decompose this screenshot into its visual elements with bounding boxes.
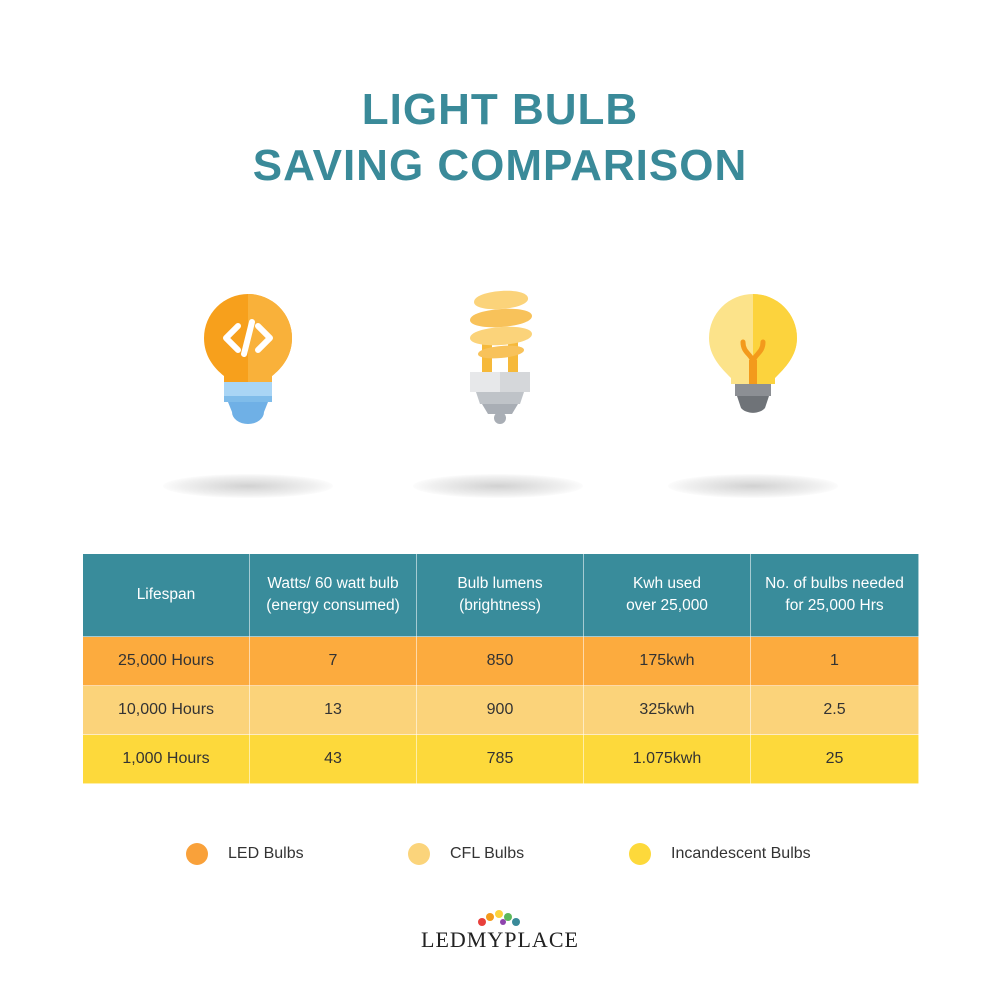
legend-dot-led — [186, 843, 208, 865]
table-row-led: 25,000 Hours 7 850 175kwh 1 — [82, 636, 919, 686]
incandescent-bulb-shadow — [668, 474, 838, 498]
header-bulbs-line-1: No. of bulbs needed — [765, 575, 904, 592]
header-lumens: Bulb lumens (brightness) — [416, 553, 584, 637]
legend-dot-cfl — [408, 843, 430, 865]
cell-lifespan: 25,000 Hours — [82, 636, 250, 686]
cell-lifespan: 10,000 Hours — [82, 685, 250, 735]
header-bulbs-line-2: for 25,000 Hrs — [785, 597, 884, 614]
table-row-incandescent: 1,000 Hours 43 785 1.075kwh 25 — [82, 734, 919, 784]
cell-bulbs-needed: 2.5 — [750, 685, 919, 735]
cfl-bulb-icon — [440, 280, 560, 430]
cell-lumens: 850 — [416, 636, 584, 686]
header-watts-line-2: (energy consumed) — [266, 597, 400, 614]
cell-watts: 7 — [249, 636, 417, 686]
legend-item-led: LED Bulbs — [186, 842, 304, 866]
cell-lumens: 900 — [416, 685, 584, 735]
legend-item-incandescent: Incandescent Bulbs — [629, 842, 811, 866]
legend-item-cfl: CFL Bulbs — [408, 842, 524, 866]
incandescent-bulb-icon — [693, 280, 813, 430]
cell-bulbs-needed: 1 — [750, 636, 919, 686]
page-title-line-2: SAVING COMPARISON — [252, 141, 748, 190]
header-watts: Watts/ 60 watt bulb (energy consumed) — [249, 553, 417, 637]
cell-bulbs-needed: 25 — [750, 734, 919, 784]
comparison-table: Lifespan Watts/ 60 watt bulb (energy con… — [82, 553, 919, 784]
logo-leaves-icon — [478, 910, 520, 926]
header-watts-line-1: Watts/ 60 watt bulb — [267, 575, 399, 592]
legend-label-incandescent: Incandescent Bulbs — [671, 845, 811, 862]
header-lifespan-text: Lifespan — [136, 586, 196, 603]
header-bulbs-needed: No. of bulbs needed for 25,000 Hrs — [750, 553, 919, 637]
header-kwh: Kwh used over 25,000 — [583, 553, 751, 637]
legend-dot-incandescent — [629, 843, 651, 865]
logo-wordmark: LEDMYPLACE — [421, 927, 579, 952]
cell-watts: 13 — [249, 685, 417, 735]
cell-lifespan: 1,000 Hours — [82, 734, 250, 784]
header-kwh-line-2: over 25,000 — [626, 597, 708, 614]
cell-lumens: 785 — [416, 734, 584, 784]
cfl-bulb-shadow — [413, 474, 583, 498]
header-lumens-line-2: (brightness) — [459, 597, 541, 614]
legend-label-cfl: CFL Bulbs — [450, 845, 525, 862]
table-row-cfl: 10,000 Hours 13 900 325kwh 2.5 — [82, 685, 919, 735]
cell-kwh: 325kwh — [583, 685, 751, 735]
page-title-line-1: LIGHT BULB — [361, 85, 639, 134]
legend-label-led: LED Bulbs — [228, 845, 304, 862]
table-header-row: Lifespan Watts/ 60 watt bulb (energy con… — [82, 553, 919, 637]
cell-kwh: 175kwh — [583, 636, 751, 686]
header-lifespan: Lifespan — [82, 553, 250, 637]
header-kwh-line-1: Kwh used — [632, 575, 702, 592]
led-bulb-shadow — [163, 474, 333, 498]
header-lumens-line-1: Bulb lumens — [457, 575, 543, 592]
led-bulb-icon — [188, 280, 308, 430]
ledmyplace-logo: LEDMYPLACE — [400, 908, 600, 968]
cell-kwh: 1.075kwh — [583, 734, 751, 784]
cell-watts: 43 — [249, 734, 417, 784]
